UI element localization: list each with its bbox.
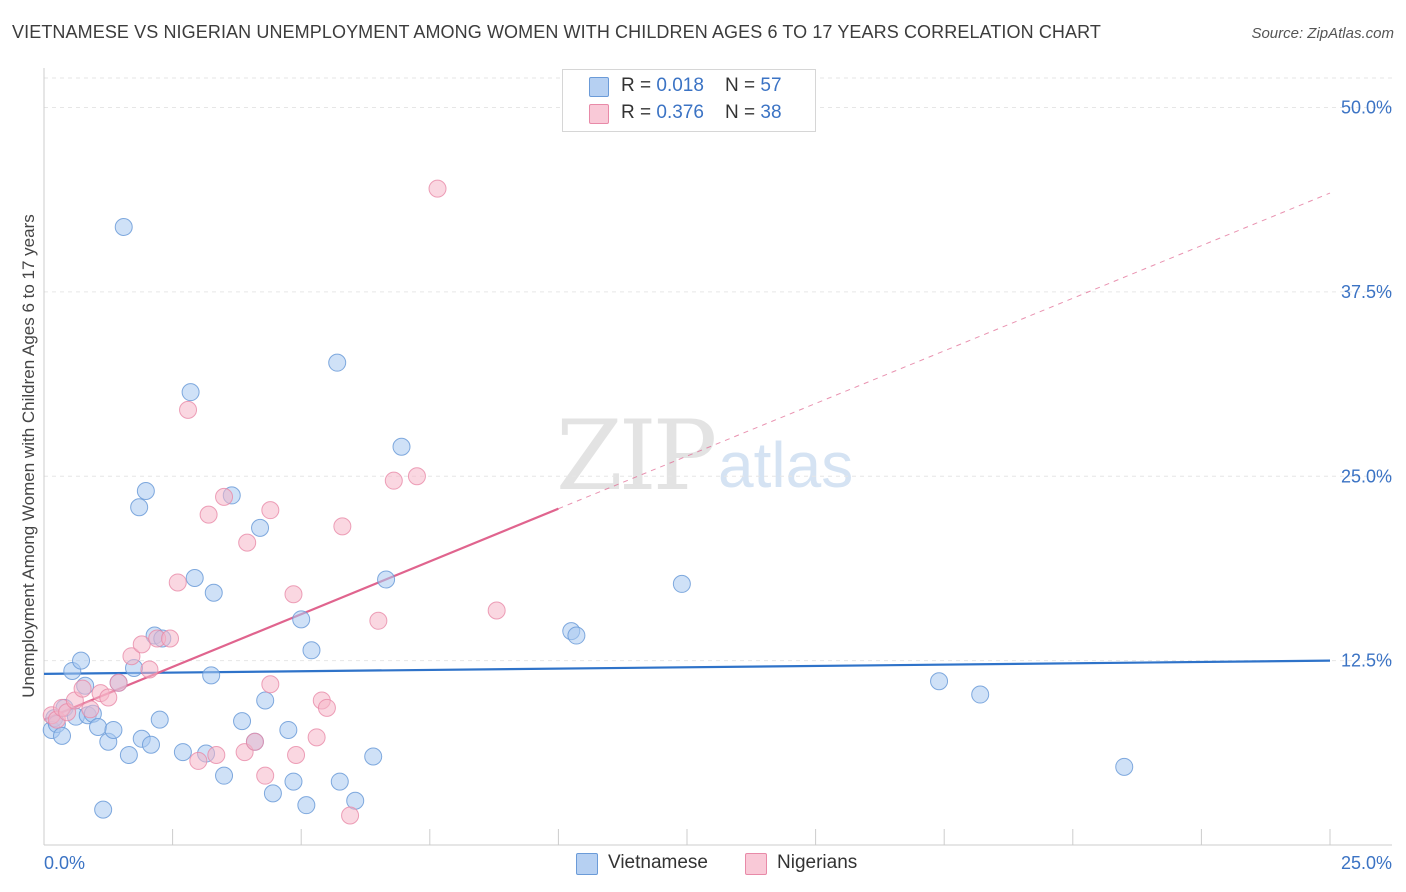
watermark-zip: ZIP [556,400,717,512]
r-label: R = [621,102,657,123]
vietnamese-legend-label: Vietnamese [608,852,708,873]
vietnamese-point [72,651,91,670]
vietnamese-point [130,498,149,517]
vietnamese-point [104,720,123,739]
nigerians-legend-label: Nigerians [777,852,858,873]
nigerians-point [238,533,257,552]
nigerians-point [168,573,187,592]
nigerians-point [333,517,352,536]
x-tick-label: 25.0% [1341,853,1392,873]
vietnamese-point [971,685,990,704]
n-label: N = [725,75,761,96]
vietnamese-point [328,353,347,372]
vietnamese-point [204,583,223,602]
nigerians-point [207,746,226,765]
watermark-atlas: atlas [718,429,854,501]
vietnamese-point [279,720,298,739]
vietnamese-point [297,796,316,815]
nigerians-point [109,673,128,692]
nigerians-point [261,675,280,694]
y-tick-label: 25.0% [1341,466,1392,486]
chart-title: VIETNAMESE VS NIGERIAN UNEMPLOYMENT AMON… [12,22,1101,42]
nigerians-point [307,728,326,747]
vietnamese-point [173,743,192,762]
vietnamese-n-value: 57 [760,75,782,96]
vietnamese-point [292,610,311,629]
nigerians-point [215,487,234,506]
nigerians-points [42,179,506,825]
nigerians-point [122,647,141,666]
y-tick-label: 37.5% [1341,282,1392,302]
nigerians-point [261,501,280,520]
nigerians-point [284,585,303,604]
nigerians-point [428,179,447,198]
vietnamese-point [377,570,396,589]
vietnamese-r-value: 0.018 [656,75,704,96]
vietnamese-point [53,726,72,745]
nigerians-point [99,688,118,707]
nigerians-legend-swatch [745,853,767,875]
source-credit: Source: ZipAtlas.com [1251,25,1394,42]
nigerians-point [245,732,264,751]
vietnamese-point [930,672,949,691]
vietnamese-point [181,383,200,402]
gridlines [44,77,1392,662]
nigerians-point [179,400,198,419]
correlation-legend: R = 0.018 N = 57 R = 0.376 N = 38 [562,69,816,132]
vietnamese-point [392,437,411,456]
vietnamese-point [256,691,275,710]
n-label: N = [725,102,761,123]
vietnamese-point [136,482,155,500]
trend-lines [43,192,1331,721]
vietnamese-point [263,784,282,803]
nigerians-point [384,471,403,490]
nigerians-point [341,806,360,825]
vietnamese-point [89,718,108,736]
nigerians-r-value: 0.376 [656,102,704,123]
vietnamese-point [364,747,383,766]
tick-labels: 12.5% 25.0% 37.5% 50.0% 0.0% 25.0% [44,98,1392,874]
vietnamese-point [251,518,270,537]
vietnamese-point [150,710,169,729]
nigerians-point [407,467,426,486]
vietnamese-point [302,641,321,660]
nigerians-point [189,751,208,770]
vietnamese-swatch [589,77,609,97]
nigerians-point [73,679,92,698]
nigerians-n-value: 38 [760,102,782,123]
vietnamese-trend-line [43,659,1331,675]
vietnamese-point [94,800,113,819]
vietnamese-point [215,766,234,785]
x-tick-label: 0.0% [44,853,85,873]
y-tick-label: 12.5% [1341,651,1392,671]
vietnamese-point [284,772,303,791]
vietnamese-point [202,666,221,685]
y-tick-label: 50.0% [1341,98,1392,118]
nigerians-point [487,601,506,620]
nigerians-point [317,698,336,717]
nigerians-point [132,635,151,654]
nigerians-point [369,611,388,630]
nigerians-point [81,700,100,719]
nigerians-trend-extension [558,192,1331,510]
nigerians-point [140,660,159,679]
vietnamese-point [114,217,133,236]
vietnamese-legend-swatch [576,853,598,875]
vietnamese-point [119,746,138,765]
nigerians-point [161,629,180,648]
vietnamese-point [330,772,349,791]
vietnamese-point [141,735,160,754]
vietnamese-point [567,626,586,645]
nigerians-point [256,766,275,785]
y-axis-label: Unemployment Among Women with Children A… [19,214,38,698]
vietnamese-point [185,569,204,588]
nigerians-point [199,505,218,524]
vietnamese-point [1115,757,1134,776]
r-label: R = [621,75,657,96]
nigerians-swatch [589,104,609,124]
vietnamese-point [233,712,252,731]
vietnamese-point [672,574,691,593]
nigerians-point [287,746,306,765]
